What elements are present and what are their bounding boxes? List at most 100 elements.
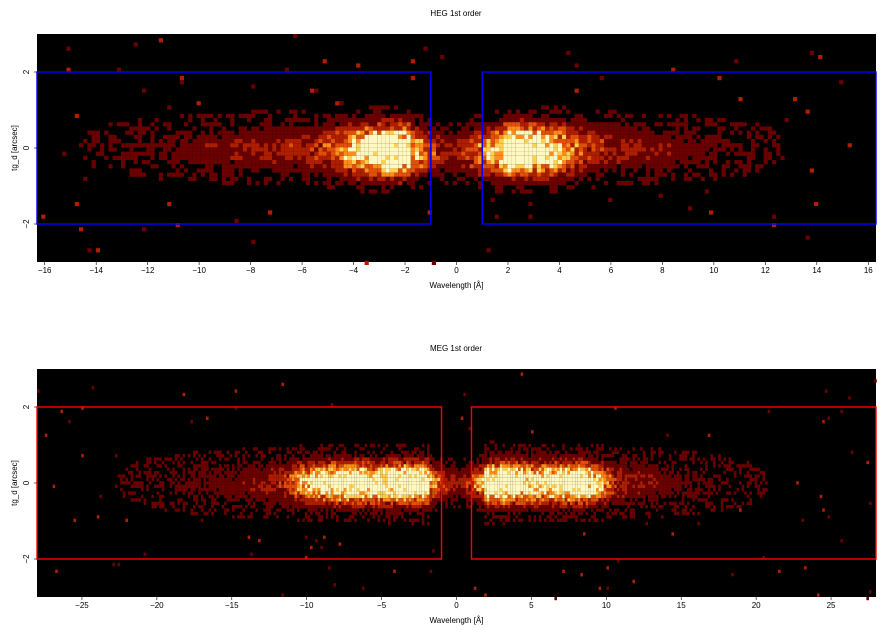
heatmap-cell (209, 160, 214, 165)
heatmap-cell (755, 168, 760, 173)
heatmap-cell (541, 488, 544, 492)
heatmap-cell (632, 477, 635, 482)
heatmap-cell (541, 147, 546, 152)
heatmap-cell (219, 467, 222, 471)
heatmap-cell (612, 147, 617, 152)
heatmap-cell (410, 160, 415, 165)
heatmap-cell (289, 168, 294, 173)
heatmap-cell (209, 122, 214, 127)
heatmap-cell (289, 457, 292, 461)
heatmap-cell (255, 494, 258, 499)
heatmap-cell (339, 118, 344, 123)
heatmap-cell (524, 143, 529, 148)
heatmap-cell (377, 139, 382, 144)
heatmap-cell (666, 477, 669, 482)
heatmap-cell (444, 134, 449, 139)
heatmap-cell (749, 491, 752, 495)
heatmap-cell (440, 147, 445, 152)
heatmap-cell (538, 454, 542, 458)
heatmap-cell (310, 494, 313, 499)
heatmap-cell (338, 494, 342, 499)
heatmap-cell (177, 481, 180, 485)
heatmap-cell (305, 176, 310, 181)
heatmap-cell (322, 59, 327, 64)
heatmap-cell (460, 491, 464, 495)
heatmap-cell (650, 494, 654, 499)
heatmap-cell (755, 143, 760, 148)
heatmap-cell (471, 464, 474, 468)
heatmap-cell (427, 151, 432, 156)
heatmap-cell (674, 488, 677, 492)
heatmap-cell (423, 172, 428, 177)
heatmap-cell (297, 471, 300, 475)
heatmap-cell (416, 488, 420, 492)
heatmap-cell (481, 494, 485, 499)
heatmap-cell (382, 498, 386, 502)
heatmap-cell (726, 477, 729, 482)
heatmap-cell (772, 214, 777, 219)
heatmap-cell (494, 122, 499, 127)
heatmap-cell (112, 139, 117, 144)
heatmap-cell (507, 160, 512, 165)
heatmap-cell (549, 491, 552, 495)
heatmap-cell (301, 118, 306, 123)
heatmap-cell (641, 130, 646, 135)
heatmap-cell (553, 168, 558, 173)
heatmap-cell (751, 151, 756, 156)
heatmap-cell (476, 484, 479, 488)
heatmap-cell (575, 477, 578, 482)
heatmap-cell (352, 147, 357, 152)
heatmap-cell (478, 122, 483, 127)
heatmap-cell (616, 467, 620, 471)
heatmap-cell (559, 494, 563, 499)
heatmap-cell (538, 481, 542, 485)
heatmap-cell (320, 484, 323, 488)
heatmap-cell (368, 189, 373, 194)
heatmap-cell (259, 151, 264, 156)
heatmap-cell (588, 474, 591, 478)
heatmap-cell (167, 467, 170, 471)
heatmap-cell (629, 155, 634, 160)
heatmap-cell (289, 474, 292, 478)
heatmap-cell (614, 484, 617, 488)
heatmap-cell (346, 488, 349, 492)
heatmap-cell (360, 189, 365, 194)
heatmap-cell (697, 457, 700, 461)
heatmap-cell (478, 172, 483, 177)
heatmap-cell (389, 134, 394, 139)
heatmap-cell (169, 481, 173, 485)
heatmap-cell (108, 134, 113, 139)
heatmap-cell (221, 134, 226, 139)
heatmap-cell (667, 147, 672, 152)
heatmap-cell (129, 126, 134, 131)
heatmap-cell (415, 126, 420, 131)
heatmap-cell (681, 457, 685, 461)
heatmap-cell (622, 481, 625, 485)
heatmap-cell (385, 155, 390, 160)
heatmap-cell (489, 450, 492, 454)
heatmap-cell (541, 164, 546, 169)
heatmap-cell (263, 160, 268, 165)
heatmap-cell (559, 474, 563, 478)
heatmap-cell (697, 477, 700, 482)
heatmap-cell (648, 491, 651, 495)
heatmap-cell (601, 443, 604, 448)
heatmap-cell (728, 484, 732, 488)
heatmap-cell (406, 498, 409, 502)
heatmap-cell (338, 477, 342, 482)
heatmap-cell (570, 151, 575, 156)
heatmap-cell (524, 118, 529, 123)
heatmap-cell (546, 488, 550, 492)
heatmap-cell (317, 474, 321, 478)
heatmap-cell (331, 118, 336, 123)
heatmap-cell (567, 498, 570, 502)
heatmap-cell (175, 155, 180, 160)
heatmap-cell (381, 130, 386, 135)
heatmap-cell (746, 484, 750, 488)
heatmap-cell (523, 443, 526, 448)
heatmap-cell (398, 491, 401, 495)
heatmap-cell (710, 491, 713, 495)
heatmap-cell (468, 481, 472, 485)
heatmap-cell (662, 155, 667, 160)
heatmap-cell (276, 181, 281, 186)
